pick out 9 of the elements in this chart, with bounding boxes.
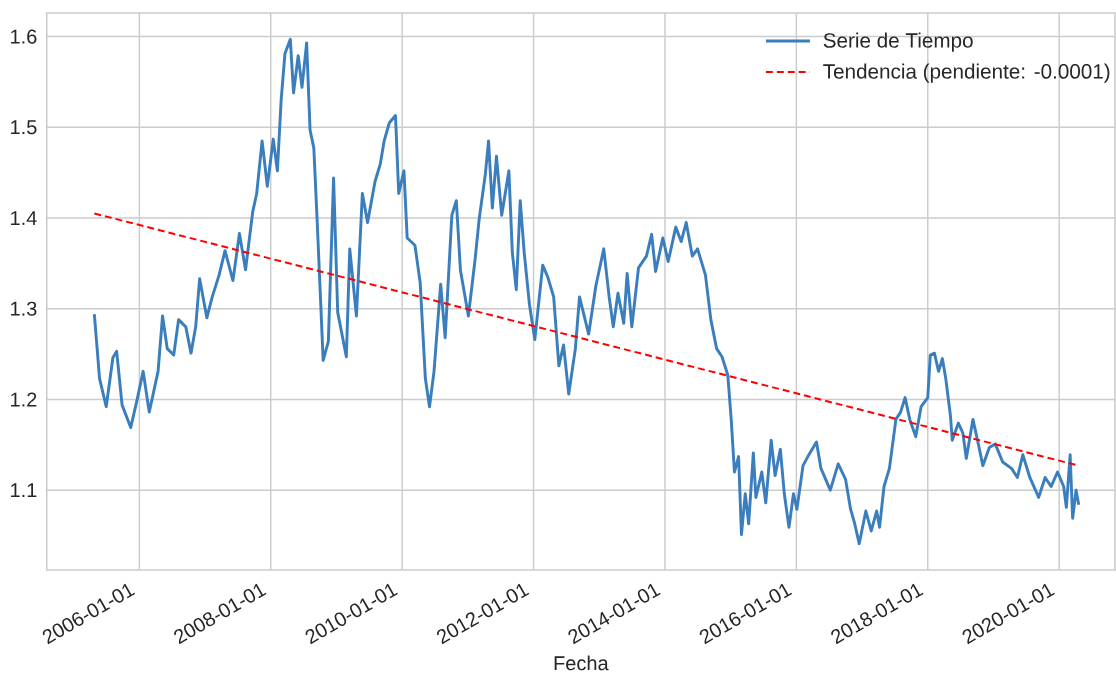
y-tick-label: 1.1 bbox=[11, 483, 37, 498]
y-tick-label: 1.5 bbox=[11, 120, 37, 135]
y-tick-label: 1.3 bbox=[11, 301, 37, 316]
legend-label: Tendencia (pendiente: -0.0001) bbox=[823, 63, 1110, 83]
y-tick-label: 1.4 bbox=[11, 211, 37, 225]
x-axis-title: Fecha bbox=[554, 655, 609, 671]
y-tick-label: 1.6 bbox=[11, 29, 37, 44]
legend-label: Serie de Tiempo bbox=[823, 32, 973, 52]
y-tick-label: 1.2 bbox=[11, 392, 37, 407]
